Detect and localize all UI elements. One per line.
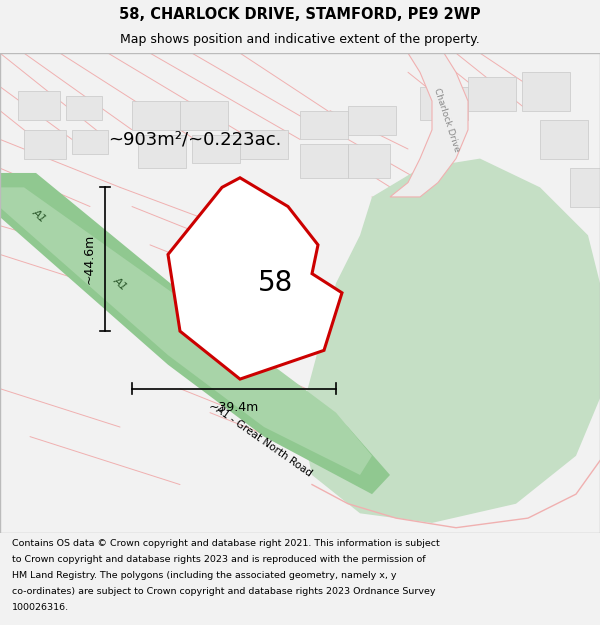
Text: Contains OS data © Crown copyright and database right 2021. This information is : Contains OS data © Crown copyright and d…	[12, 539, 440, 548]
Polygon shape	[192, 134, 240, 163]
Text: A1 - Great North Road: A1 - Great North Road	[214, 404, 314, 479]
Polygon shape	[18, 91, 60, 120]
Polygon shape	[0, 173, 390, 494]
Polygon shape	[348, 144, 390, 177]
Polygon shape	[72, 130, 108, 154]
Text: ~44.6m: ~44.6m	[83, 234, 96, 284]
Polygon shape	[240, 130, 288, 159]
Polygon shape	[468, 77, 516, 111]
Polygon shape	[66, 96, 102, 120]
Polygon shape	[348, 106, 396, 134]
Polygon shape	[138, 134, 186, 168]
Text: to Crown copyright and database rights 2023 and is reproduced with the permissio: to Crown copyright and database rights 2…	[12, 555, 425, 564]
Text: Charlock Drive: Charlock Drive	[433, 87, 461, 153]
Polygon shape	[24, 130, 66, 159]
Text: co-ordinates) are subject to Crown copyright and database rights 2023 Ordnance S: co-ordinates) are subject to Crown copyr…	[12, 587, 436, 596]
Text: ~39.4m: ~39.4m	[209, 401, 259, 414]
Polygon shape	[522, 72, 570, 111]
Polygon shape	[420, 87, 468, 120]
Polygon shape	[180, 101, 228, 130]
Polygon shape	[390, 53, 468, 197]
Text: 100026316.: 100026316.	[12, 603, 69, 612]
Polygon shape	[570, 168, 600, 206]
Polygon shape	[132, 101, 180, 130]
Text: ~903m²/~0.223ac.: ~903m²/~0.223ac.	[108, 131, 281, 148]
Polygon shape	[300, 159, 600, 523]
Text: 58, CHARLOCK DRIVE, STAMFORD, PE9 2WP: 58, CHARLOCK DRIVE, STAMFORD, PE9 2WP	[119, 8, 481, 22]
Polygon shape	[300, 144, 348, 177]
Text: A1: A1	[111, 274, 129, 292]
Polygon shape	[0, 188, 372, 475]
Polygon shape	[540, 120, 588, 159]
Polygon shape	[300, 111, 348, 139]
Text: 58: 58	[259, 269, 293, 298]
Text: A1: A1	[30, 208, 48, 225]
Polygon shape	[168, 177, 342, 379]
Text: HM Land Registry. The polygons (including the associated geometry, namely x, y: HM Land Registry. The polygons (includin…	[12, 571, 397, 580]
Text: Map shows position and indicative extent of the property.: Map shows position and indicative extent…	[120, 33, 480, 46]
